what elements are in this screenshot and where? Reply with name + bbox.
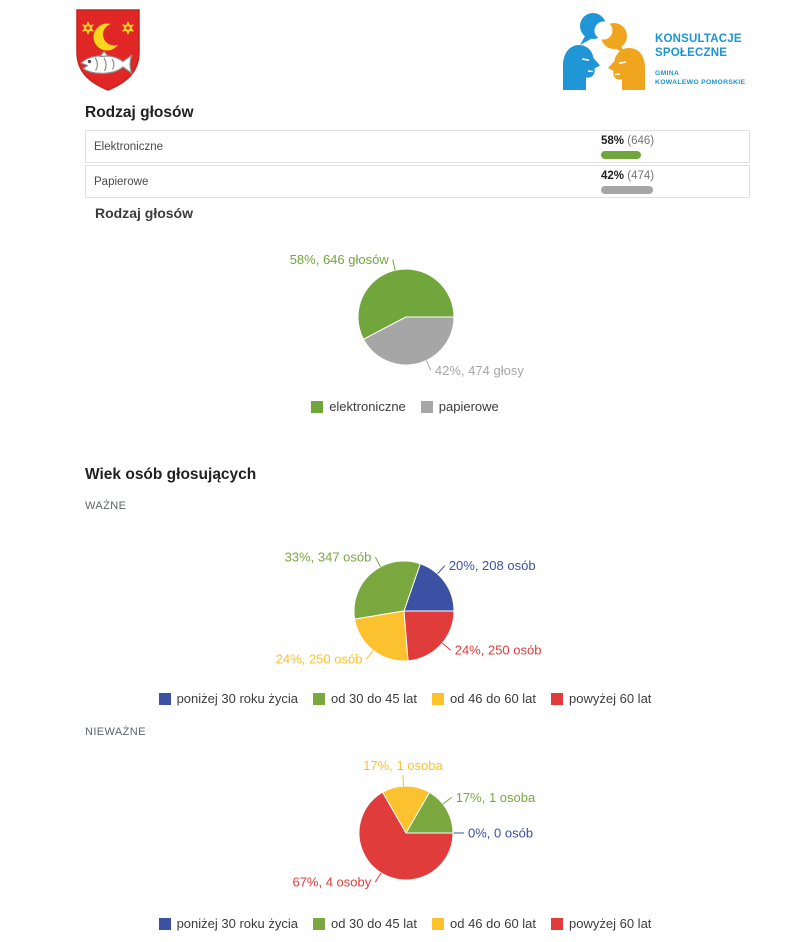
pie-slice-od-46-do-60-lat	[381, 785, 431, 835]
legend-swatch-icon	[312, 692, 325, 705]
logo-text: KONSULTACJE SPOŁECZNE GMINA KOWALEWO POM…	[655, 32, 745, 87]
slice-label: 33%, 347 osób	[285, 550, 372, 565]
legend-label: od 30 do 45 lat	[330, 691, 417, 706]
legend-item-elektroniczne: elektroniczne	[311, 399, 406, 414]
slice-label: 20%, 208 osób	[449, 558, 536, 573]
votes-type-heading: Rodzaj głosów	[85, 104, 194, 121]
row-progress-bar	[601, 186, 653, 194]
row-progress-bar	[601, 151, 641, 159]
slice-leader-line	[374, 872, 382, 883]
invalid-votes-subheading: NIEWAŻNE	[85, 726, 146, 738]
logo-title-line1: KONSULTACJE	[655, 33, 742, 45]
slice-leader-line	[402, 775, 405, 787]
votes-table: Elektroniczne 58% (646) Papierowe 42% (474)	[85, 130, 750, 198]
pie-slice-od-30-do-45-lat	[353, 560, 421, 620]
logo-subtitle-line2: KOWALEWO POMORSKIE	[655, 79, 746, 86]
legend-item-od-46-do-60-lat: od 46 do 60 lat	[432, 916, 536, 931]
legend-swatch-icon	[158, 917, 171, 930]
slice-label: 17%, 1 osoba	[456, 790, 536, 805]
fish	[80, 50, 133, 75]
invalid-votes-pie-chart: 0%, 0 osób 17%, 1 osoba 17%, 1 osoba 67%, 4…	[292, 758, 536, 890]
legend-label: elektroniczne	[329, 399, 406, 414]
votes-table-row-1: Elektroniczne 58% (646)	[85, 130, 750, 163]
slice-label: 58%, 646 głosów	[290, 252, 390, 267]
legend-item-powy-ej-60-lat: powyżej 60 lat	[551, 916, 651, 931]
logo-title-line2: SPOŁECZNE	[655, 47, 728, 59]
legend-item-od-30-do-45-lat: od 30 do 45 lat	[312, 916, 417, 931]
talking-faces-icon	[563, 13, 645, 90]
legend-item-poni-ej-30-roku-ycia: poniżej 30 roku życia	[158, 691, 298, 706]
row-percent: 58% (646)	[601, 135, 655, 147]
row-label: Papierowe	[94, 175, 149, 188]
valid-votes-subheading: WAŻNE	[85, 500, 127, 512]
legend-swatch-icon	[551, 917, 564, 930]
slice-leader-line	[366, 650, 374, 660]
legend-label: powyżej 60 lat	[569, 691, 652, 706]
legend-label: poniżej 30 roku życia	[176, 916, 298, 931]
legend-item-poni-ej-30-roku-ycia: poniżej 30 roku życia	[158, 916, 298, 931]
legend-label: papierowe	[438, 399, 499, 414]
votes-table-row-2: Papierowe 42% (474)	[85, 165, 750, 198]
pie-slice-elektroniczne	[357, 268, 455, 340]
legend-swatch-icon	[551, 692, 564, 705]
slice-leader-line	[374, 556, 381, 568]
pie-slice-od-30-do-45-lat	[405, 791, 454, 834]
pie-slice-powy-ej-60-lat	[358, 791, 454, 881]
coat-of-arms-icon	[76, 9, 140, 91]
slice-label: 17%, 1 osoba	[363, 758, 443, 773]
row-label: Elektroniczne	[94, 140, 164, 153]
legend-swatch-icon	[311, 400, 324, 413]
row-value: 58% (646)	[601, 135, 654, 159]
legend-label: poniżej 30 roku życia	[176, 691, 298, 706]
age-heading: Wiek osób głosujących	[85, 466, 257, 483]
legend-swatch-icon	[432, 917, 444, 930]
legend-item-powy-ej-60-lat: powyżej 60 lat	[551, 691, 651, 706]
invalid-votes-legend: poniżej 30 roku życia od 30 do 45 lat od 4…	[85, 916, 725, 931]
pie-slice-od-46-do-60-lat	[354, 610, 409, 662]
pie-slice-papierowe	[362, 316, 455, 366]
legend-label: powyżej 60 lat	[569, 916, 652, 931]
slice-leader-line	[441, 642, 452, 651]
legend-label: od 46 do 60 lat	[450, 691, 537, 706]
slice-label: 0%, 0 osób	[468, 826, 533, 841]
pie-slice-powy-ej-60-lat	[403, 610, 455, 662]
legend-item-od-30-do-45-lat: od 30 do 45 lat	[312, 691, 417, 706]
slice-label: 67%, 4 osoby	[292, 875, 371, 890]
row-value: 42% (474)	[601, 170, 654, 194]
votes-type-legend: elektroniczne papierowe	[85, 399, 725, 414]
slice-leader-line	[437, 565, 446, 575]
konsultacje-spoleczne-logo: KONSULTACJE SPOŁECZNE GMINA KOWALEWO POM…	[557, 10, 757, 90]
slice-leader-line	[392, 259, 396, 271]
legend-swatch-icon	[158, 692, 171, 705]
votes-type-pie-chart: 58%, 646 głosów 42%, 474 głosy	[290, 252, 525, 378]
legend-item-papierowe: papierowe	[420, 399, 499, 414]
chart1-title: Rodzaj głosów	[95, 205, 193, 221]
legend-label: od 30 do 45 lat	[330, 916, 417, 931]
valid-votes-legend: poniżej 30 roku życia od 30 do 45 lat od 4…	[85, 691, 725, 706]
logo-subtitle-line1: GMINA	[655, 70, 680, 77]
legend-swatch-icon	[312, 917, 325, 930]
legend-swatch-icon	[432, 692, 444, 705]
valid-votes-pie-chart: 20%, 208 osób 33%, 347 osób 24%, 250 osób 2…	[276, 550, 542, 667]
slice-leader-line	[442, 796, 453, 805]
legend-label: od 46 do 60 lat	[450, 916, 537, 931]
slice-label: 24%, 250 osób	[276, 652, 363, 667]
slice-label: 24%, 250 osób	[455, 643, 542, 658]
slice-label: 42%, 474 głosy	[435, 363, 524, 378]
row-percent: 42% (474)	[601, 170, 655, 182]
slice-leader-line	[425, 360, 432, 371]
legend-swatch-icon	[420, 400, 433, 413]
legend-item-od-46-do-60-lat: od 46 do 60 lat	[432, 691, 536, 706]
